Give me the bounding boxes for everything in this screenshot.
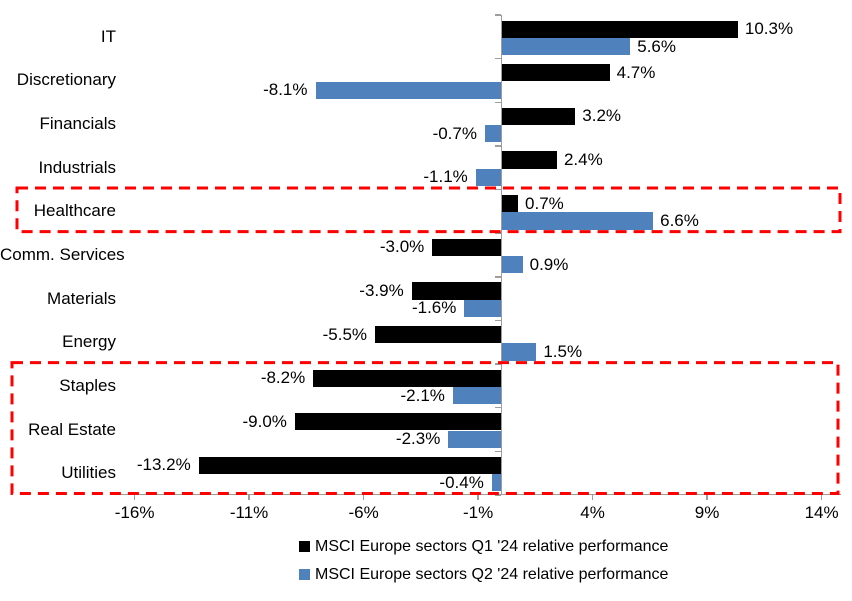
y-axis-tick (495, 57, 501, 60)
category-label: Utilities (61, 463, 116, 483)
y-axis-tick (495, 101, 501, 103)
value-label: -2.1% (400, 385, 445, 405)
y-axis-line (501, 15, 503, 495)
value-label: -5.5% (322, 324, 368, 344)
q2-bar (475, 168, 501, 186)
q1-bar (294, 413, 501, 431)
value-label: 5.6% (637, 36, 676, 56)
x-axis-tick-label: -6% (348, 503, 379, 522)
x-axis-tick-label: 14% (804, 503, 839, 522)
value-label: 0.9% (529, 254, 569, 274)
y-axis-tick (495, 232, 501, 234)
value-label: 2.4% (563, 150, 603, 169)
value-label: 0.7% (525, 193, 564, 213)
q1-bar (502, 20, 738, 38)
y-axis-tick (495, 14, 501, 16)
value-label: -2.3% (395, 429, 441, 449)
y-axis-tick (495, 450, 501, 453)
category-label: Financials (39, 114, 116, 134)
x-axis-tick-label: -11% (229, 503, 269, 522)
value-label: -0.7% (432, 123, 477, 143)
y-axis-tick (495, 276, 501, 278)
q2-bar (491, 474, 501, 492)
value-label: -9.0% (242, 411, 287, 431)
value-label: 10.3% (744, 19, 794, 39)
x-axis-tick (477, 495, 479, 500)
q2-bar (502, 37, 631, 56)
q2-series-swatch (299, 569, 310, 580)
value-label: 4.7% (616, 62, 656, 82)
category-label: Materials (47, 288, 116, 308)
category-label: IT (100, 26, 116, 46)
value-label: 3.2% (582, 106, 622, 126)
category-label: Real Estate (28, 419, 116, 439)
q1-bar (198, 456, 501, 475)
category-label: Comm. Services (0, 245, 125, 264)
value-label: -8.1% (263, 80, 308, 100)
q2-bar (502, 343, 537, 361)
category-label: Staples (59, 375, 116, 395)
q1-bar (502, 64, 610, 82)
value-label: -3.9% (359, 280, 404, 300)
q2-bar (502, 212, 654, 230)
q1-bar (502, 195, 519, 213)
x-axis-tick-label: -1% (462, 503, 494, 522)
y-axis-tick (495, 319, 501, 322)
value-label: -3.0% (379, 237, 425, 257)
q2-bar (484, 125, 501, 143)
x-axis-tick (591, 495, 594, 500)
x-axis-tick (133, 495, 136, 500)
value-label: -13.2% (136, 455, 191, 475)
value-label: -1.6% (411, 298, 457, 318)
q2-bar (502, 256, 523, 274)
value-label: -1.1% (423, 167, 468, 187)
y-axis-tick (495, 363, 501, 365)
q1-bar (432, 238, 501, 256)
q1-bar (502, 151, 557, 169)
q1-bar (502, 107, 576, 125)
x-axis-tick (248, 495, 250, 500)
category-label: Energy (62, 332, 116, 352)
q1-series-label: MSCI Europe sectors Q1 '24 relative perf… (315, 537, 669, 555)
legend-item-q1: MSCI Europe sectors Q1 '24 relative perf… (299, 537, 668, 556)
y-axis-tick (495, 188, 501, 191)
x-axis-line (111, 494, 841, 496)
value-label: -8.2% (260, 368, 306, 388)
y-axis-tick (495, 494, 501, 496)
q2-bar (452, 386, 501, 405)
q2-bar (448, 430, 501, 448)
highlight-box (15, 186, 842, 234)
q1-series-swatch (299, 541, 310, 552)
category-label: Discretionary (16, 70, 116, 90)
value-label: 6.6% (660, 211, 699, 231)
q2-bar (464, 299, 501, 317)
y-axis-tick (495, 145, 501, 147)
y-axis-tick (495, 407, 501, 409)
category-label: Industrials (38, 157, 116, 177)
x-axis-tick (706, 495, 708, 500)
x-axis-tick-label: 4% (580, 503, 605, 522)
x-axis-tick-label: -16% (114, 503, 155, 522)
category-label: Healthcare (33, 201, 116, 221)
q2-bar (315, 81, 501, 99)
value-label: -0.4% (439, 472, 484, 492)
x-axis-tick (820, 495, 823, 500)
q1-bar (411, 282, 501, 300)
x-axis-tick-label: 9% (694, 503, 720, 522)
q2-series-label: MSCI Europe sectors Q2 '24 relative perf… (315, 565, 669, 583)
q1-bar (313, 369, 501, 387)
q1-bar (375, 325, 501, 344)
legend-item-q2: MSCI Europe sectors Q2 '24 relative perf… (299, 565, 668, 584)
x-axis-tick (362, 495, 365, 500)
value-label: 1.5% (543, 341, 583, 361)
